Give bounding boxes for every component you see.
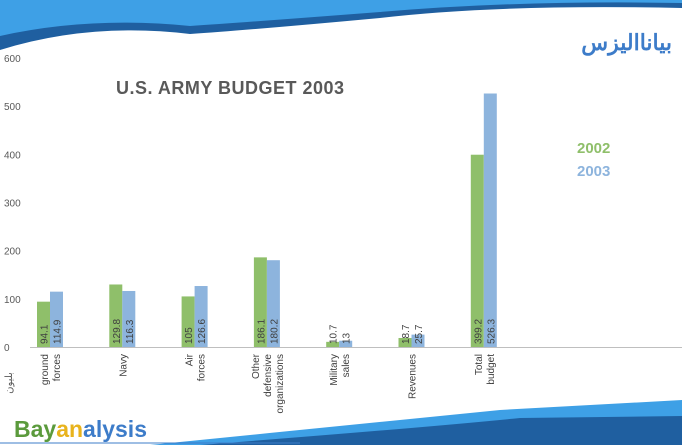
y-tick-label: 100	[4, 295, 21, 306]
bar-2003	[411, 334, 425, 347]
bar-2002	[326, 341, 340, 347]
category-label: forces	[52, 354, 63, 381]
y-tick-label: 300	[4, 199, 21, 210]
data-label: 114.9	[53, 319, 64, 344]
y-axis-label: بليون	[4, 372, 15, 394]
data-label: 526.3	[486, 319, 497, 344]
data-label: 10.7	[329, 324, 340, 344]
data-label: 18.7	[401, 324, 412, 344]
data-label: 180.2	[269, 319, 280, 344]
category-label: sales	[341, 354, 352, 377]
bar-2002	[181, 296, 195, 347]
bar-2003	[194, 286, 208, 347]
y-tick-label: 500	[4, 102, 21, 113]
category-label: Navy	[118, 354, 129, 377]
data-label: 94.1	[40, 324, 51, 344]
data-label: 25.7	[414, 324, 425, 344]
category-label: Military	[329, 354, 340, 386]
bar-2003	[483, 93, 497, 347]
bar-2002	[37, 301, 50, 347]
y-tick-label: 600	[4, 54, 21, 65]
data-label: 129.8	[112, 319, 123, 344]
y-tick-label: 400	[4, 150, 21, 161]
bar-2003	[50, 291, 63, 347]
bar-2002	[470, 154, 484, 347]
legend-2003: 2003	[577, 163, 610, 180]
bar-2002	[253, 257, 267, 347]
category-label: budget	[486, 354, 497, 385]
category-label: Revenues	[408, 354, 419, 399]
category-label: forces	[197, 354, 208, 381]
legend-2002: 2002	[577, 140, 610, 157]
bar-2003	[266, 260, 280, 347]
y-tick-label: 0	[4, 343, 10, 354]
top-wave-light	[0, 0, 682, 36]
logo-arabic: بيانااليزس	[581, 30, 672, 56]
bar-2003	[122, 290, 136, 347]
bar-2002	[398, 337, 412, 347]
bar-2002	[109, 284, 123, 347]
category-label: Other	[251, 353, 262, 379]
data-label: 116.3	[125, 319, 136, 344]
category-label: organizations	[275, 354, 286, 413]
bar-2003	[339, 340, 353, 347]
category-label: Total	[474, 354, 485, 375]
category-label: ground	[40, 354, 51, 385]
data-label: 105	[184, 327, 195, 344]
data-label: 126.6	[197, 319, 208, 344]
data-label: 186.1	[256, 319, 267, 344]
bottom-wave-dark	[200, 416, 682, 445]
data-label: 13	[342, 332, 353, 344]
category-label: Air	[185, 353, 196, 366]
data-label: 399.2	[473, 319, 484, 344]
y-tick-label: 200	[4, 247, 21, 258]
chart-title: U.S. ARMY BUDGET 2003	[116, 78, 345, 98]
category-label: defensive	[263, 354, 274, 397]
logo-bayanalysis: Bayanalysis	[14, 416, 147, 442]
